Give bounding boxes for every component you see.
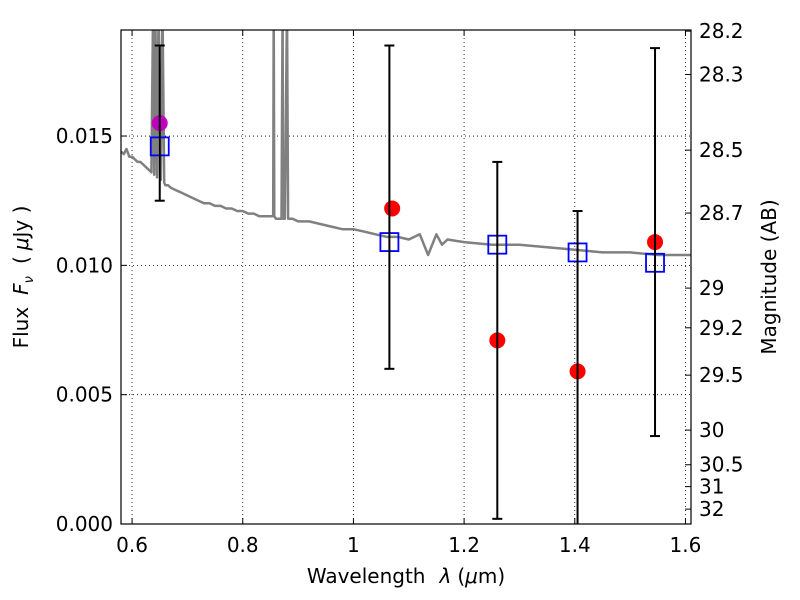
y-axis-title: FluxFν(μJy ) — [9, 206, 37, 349]
x-tick-label: 0.8 — [227, 533, 259, 557]
y2-tick-label: 30.5 — [699, 453, 744, 477]
y2-tick-label: 31 — [699, 475, 724, 499]
y2-tick-label: 29.2 — [699, 316, 744, 340]
plot-area — [121, 30, 691, 380]
spectrum-line — [121, 30, 691, 257]
y2-tick-label: 29 — [699, 276, 724, 300]
y2-tick-label: 28.5 — [699, 138, 744, 162]
y-tick-label: 0.015 — [56, 124, 113, 148]
y2-tick-label: 30 — [699, 418, 724, 442]
y-tick-label: 0.010 — [56, 253, 113, 277]
y2-tick-label: 28.7 — [699, 201, 744, 225]
y-tick-label: 0.005 — [56, 383, 113, 407]
y-tick-label: 0.000 — [56, 512, 113, 536]
grid — [121, 30, 691, 524]
y2-tick-label: 32 — [699, 497, 724, 521]
x-tick-label: 1.4 — [559, 533, 591, 557]
x-tick-label: 1 — [347, 533, 360, 557]
y2-axis-title: Magnitude (AB) — [757, 199, 781, 354]
observed-point — [384, 200, 401, 217]
x-tick-label: 1.6 — [670, 533, 702, 557]
y2-tick-label: 28.3 — [699, 63, 744, 87]
plot-frame — [120, 29, 692, 525]
x-tick-label: 1.2 — [448, 533, 480, 557]
error-bars — [154, 44, 661, 524]
ticks: 0.6 0.8 1 1.2 1.4 1.6 0.000 0.005 0.010 0.015 28.2… — [56, 19, 744, 557]
x-tick-label: 0.6 — [116, 533, 148, 557]
y2-tick-label: 28.2 — [699, 19, 744, 43]
x-axis-title: Wavelength λ (μm) — [307, 564, 505, 588]
y2-tick-label: 29.5 — [699, 363, 744, 387]
